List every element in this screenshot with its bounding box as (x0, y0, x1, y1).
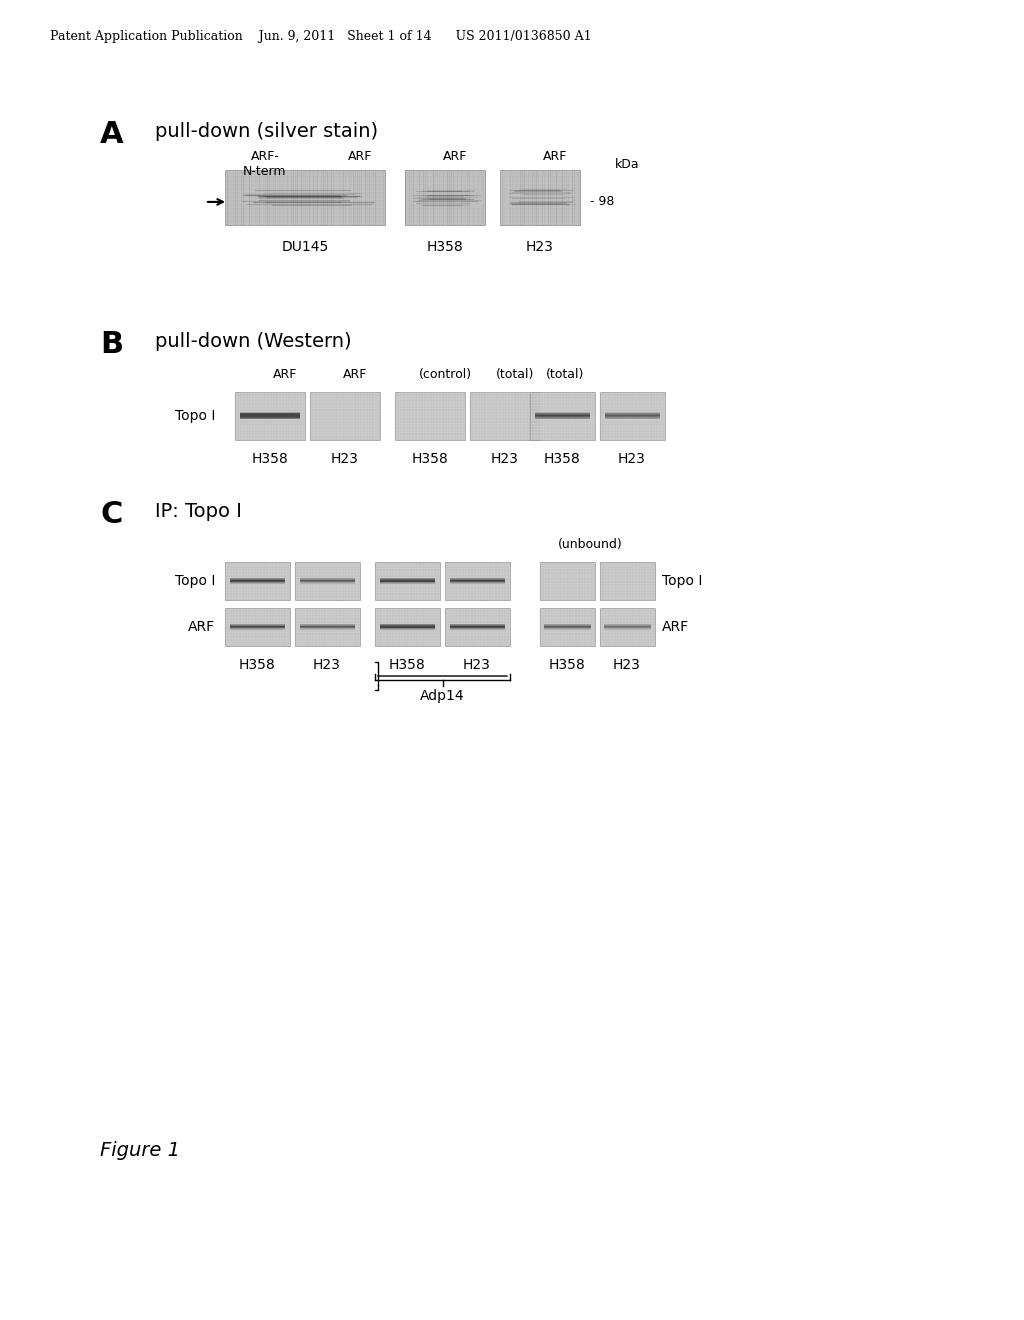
Text: ARF: ARF (442, 150, 467, 162)
Text: Patent Application Publication    Jun. 9, 2011   Sheet 1 of 14      US 2011/0136: Patent Application Publication Jun. 9, 2… (50, 30, 592, 44)
Text: B: B (100, 330, 123, 359)
Text: ARF-
N-term: ARF- N-term (244, 150, 287, 178)
Text: (total): (total) (496, 368, 535, 381)
Text: H23: H23 (463, 657, 490, 672)
Text: (control): (control) (419, 368, 472, 381)
Text: kDa: kDa (615, 158, 640, 172)
Text: H23: H23 (613, 657, 641, 672)
Text: IP: Topo I: IP: Topo I (155, 502, 242, 521)
Bar (225, 170, 385, 224)
Text: Figure 1: Figure 1 (100, 1140, 180, 1160)
Bar (375, 562, 440, 601)
Text: H23: H23 (618, 451, 646, 466)
Text: pull-down (silver stain): pull-down (silver stain) (155, 121, 378, 141)
Bar (500, 170, 580, 224)
Text: H358: H358 (549, 657, 586, 672)
Text: Topo I: Topo I (175, 409, 215, 422)
Bar (295, 562, 360, 601)
Bar (295, 609, 360, 645)
Text: ARF: ARF (543, 150, 567, 162)
Bar (445, 609, 510, 645)
Text: DU145: DU145 (282, 240, 329, 253)
Text: Adp14: Adp14 (420, 689, 465, 704)
Text: ARF: ARF (662, 620, 689, 634)
Bar (600, 562, 655, 601)
Bar (234, 392, 305, 440)
Text: H23: H23 (313, 657, 341, 672)
Text: A: A (100, 120, 124, 149)
Text: H358: H358 (252, 451, 289, 466)
Bar (445, 562, 510, 601)
Bar (395, 392, 465, 440)
Text: pull-down (Western): pull-down (Western) (155, 333, 351, 351)
Text: ARF: ARF (343, 368, 368, 381)
Text: H358: H358 (389, 657, 425, 672)
Bar (225, 562, 290, 601)
Text: Topo I: Topo I (175, 574, 215, 587)
Text: H23: H23 (331, 451, 359, 466)
Bar (540, 609, 595, 645)
Text: (unbound): (unbound) (558, 539, 623, 550)
Bar (310, 392, 380, 440)
Bar (375, 609, 440, 645)
Text: ARF: ARF (348, 150, 372, 162)
Text: ARF: ARF (187, 620, 215, 634)
Bar (600, 392, 665, 440)
Bar (540, 562, 595, 601)
Text: H23: H23 (526, 240, 554, 253)
Bar (470, 392, 540, 440)
Bar (406, 170, 485, 224)
Text: ARF: ARF (272, 368, 297, 381)
Text: (total): (total) (546, 368, 584, 381)
Text: H358: H358 (427, 240, 464, 253)
Text: Topo I: Topo I (662, 574, 702, 587)
Bar (225, 609, 290, 645)
Text: H23: H23 (492, 451, 519, 466)
Text: H358: H358 (239, 657, 275, 672)
Bar (600, 609, 655, 645)
Text: H358: H358 (544, 451, 581, 466)
Text: C: C (100, 500, 123, 529)
Text: H358: H358 (412, 451, 449, 466)
Bar (530, 392, 595, 440)
Text: - 98: - 98 (590, 195, 614, 209)
